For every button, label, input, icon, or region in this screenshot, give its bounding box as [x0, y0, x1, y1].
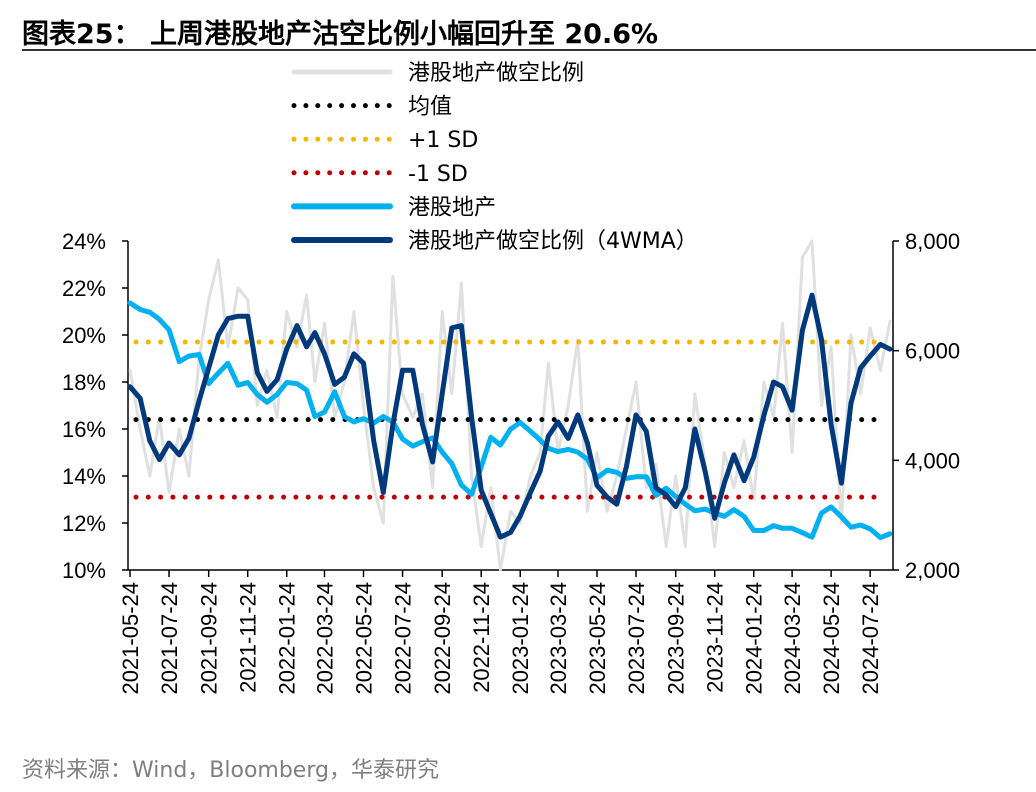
x-tick-label: 2023-09-24	[664, 582, 689, 695]
x-tick-label: 2024-07-24	[858, 582, 883, 695]
x-tick-label: 2024-05-24	[819, 582, 844, 695]
x-tick-label: 2021-11-24	[236, 582, 261, 693]
x-tick-label: 2023-01-24	[508, 582, 533, 695]
legend-label: 港股地产	[408, 195, 496, 220]
series-4-line	[127, 300, 893, 541]
legend-label: 港股地产做空比例（4WMA）	[408, 229, 698, 254]
x-tick-label: 2022-09-24	[430, 582, 455, 695]
x-tick-label: 2024-03-24	[780, 582, 805, 695]
y-left-tick-label: 16%	[62, 417, 106, 442]
x-tick-label: 2022-03-24	[312, 582, 337, 695]
y-right-tick-label: 6,000	[905, 339, 960, 364]
plot-area	[127, 239, 893, 572]
x-tick-label: 2023-07-24	[624, 582, 649, 695]
x-tick-label: 2021-05-24	[118, 582, 143, 695]
y-left-tick-label: 12%	[62, 511, 106, 536]
x-tick-label: 2022-01-24	[275, 582, 300, 695]
x-tick-label: 2021-09-24	[197, 582, 222, 695]
y-right-tick-label: 2,000	[905, 558, 960, 583]
x-tick-label: 2022-07-24	[391, 582, 416, 695]
x-tick-label: 2023-05-24	[585, 582, 610, 695]
x-tick-label: 2021-07-24	[157, 582, 182, 695]
source-note: 资料来源：Wind，Bloomberg，华泰研究	[22, 758, 439, 783]
series-5-line	[127, 292, 893, 540]
series-0-line	[128, 239, 892, 572]
x-tick-label: 2023-11-24	[703, 582, 728, 693]
y-left-tick-label: 10%	[62, 558, 106, 583]
x-tick-label: 2022-11-24	[469, 582, 494, 693]
legend-label: -1 SD	[408, 162, 468, 187]
y-left-tick-label: 14%	[62, 464, 106, 489]
chart-title: 图表25： 上周港股地产沽空比例小幅回升至 20.6%	[22, 19, 659, 50]
legend-label: +1 SD	[408, 128, 478, 153]
legend-label: 均值	[408, 95, 452, 120]
y-left-tick-label: 24%	[62, 229, 106, 254]
x-tick-label: 2022-05-24	[352, 582, 377, 695]
x-tick-label: 2023-03-24	[546, 582, 571, 695]
title-divider	[22, 49, 1036, 51]
y-right-tick-label: 4,000	[905, 448, 960, 473]
y-left-tick-label: 18%	[62, 370, 106, 395]
x-tick-label: 2024-01-24	[742, 582, 767, 695]
y-right-tick-label: 8,000	[905, 229, 960, 254]
y-left-tick-label: 20%	[62, 323, 106, 348]
y-left-tick-label: 22%	[62, 276, 106, 301]
legend-label: 港股地产做空比例	[408, 61, 584, 86]
axes: 10% 12% 14% 16% 18% 20% 22% 24% 2,000 4,000 6,000 8…	[62, 229, 960, 695]
